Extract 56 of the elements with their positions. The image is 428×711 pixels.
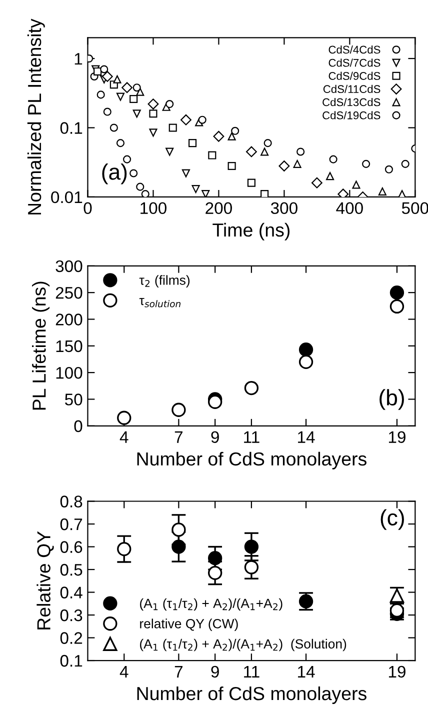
legend-label: CdS/4CdS [328, 45, 380, 54]
y-axis-title: Normalized PL Intensity [27, 18, 45, 214]
x-tick-label: 7 [174, 431, 182, 443]
y-tick-label: 50 [65, 394, 82, 406]
y-tick-label: 0.7 [60, 518, 82, 530]
y-tick-label: 0.8 [60, 496, 82, 508]
y-axis-title: Relative QY [36, 531, 54, 630]
y-tick-label: 1 [74, 53, 82, 65]
x-tick-label: 19 [388, 666, 406, 678]
x-axis-title: Number of CdS monolayers [137, 686, 366, 704]
legend-label: CdS/7CdS [328, 58, 380, 67]
legend-label: τ$_{2}$ (films) [139, 275, 190, 288]
y-tick-label: 300 [56, 260, 82, 272]
x-axis-title: Time (ns) [212, 222, 290, 240]
y-tick-label: 100 [56, 366, 82, 379]
annotation: (b) [380, 389, 404, 410]
x-tick-label: 7 [174, 666, 182, 678]
legend-label: CdS/19CdS [322, 111, 380, 120]
y-tick-label: 0.5 [60, 564, 82, 576]
x-tick-label: 9 [211, 666, 219, 678]
legend-label: relative QY (CW) [140, 618, 238, 631]
x-tick-label: 0 [84, 202, 92, 214]
annotation: (a) [102, 163, 127, 184]
x-tick-label: 11 [244, 666, 260, 678]
y-tick-label: 0.01 [51, 191, 82, 204]
y-tick-label: 0.4 [60, 586, 82, 598]
y-tick-label: 200 [56, 314, 82, 326]
x-tick-label: 500 [402, 202, 428, 214]
y-tick-label: 0.2 [60, 632, 82, 644]
y-tick-label: 0.1 [60, 122, 82, 134]
x-tick-label: 400 [336, 202, 363, 214]
legend-label: CdS/11CdS [323, 84, 380, 94]
x-tick-label: 300 [270, 202, 298, 214]
legend-label: CdS/9CdS [328, 72, 380, 80]
x-tick-label: 14 [298, 431, 315, 443]
legend-label: CdS/13CdS [322, 98, 380, 106]
y-tick-label: 150 [56, 340, 82, 352]
text: (A$_{1}$ (τ$_{1}$/τ$_{2}$) + A$_{2}$)/(A$_{1}$+A$_{2}$) [140, 598, 282, 611]
x-tick-label: 200 [206, 202, 232, 214]
annotation: (c) [380, 509, 404, 530]
text: (A$_{1}$ (τ$_{1}$/τ$_{2}$) + A$_{2}$)/(A$_{1}$+A$_{2}$) (Solution) [140, 638, 346, 652]
x-tick-label: 19 [388, 431, 406, 443]
y-tick-label: 250 [56, 286, 82, 299]
y-tick-label: 0.6 [60, 541, 82, 553]
x-tick-label: 11 [244, 431, 260, 443]
y-tick-label: 0 [74, 420, 82, 432]
y-tick-label: 0.3 [60, 609, 82, 622]
x-tick-label: 9 [211, 431, 219, 443]
y-tick-label: 0.1 [60, 654, 82, 667]
y-axis-title: PL Lifetime (ns) [32, 282, 50, 410]
legend-label: τ$_{solution}$ [139, 298, 180, 308]
x-tick-label: 100 [140, 202, 166, 214]
x-tick-label: 14 [298, 666, 315, 678]
x-axis-title: Number of CdS monolayers [137, 452, 366, 470]
x-tick-label: 4 [120, 431, 128, 443]
x-tick-label: 4 [120, 666, 128, 678]
